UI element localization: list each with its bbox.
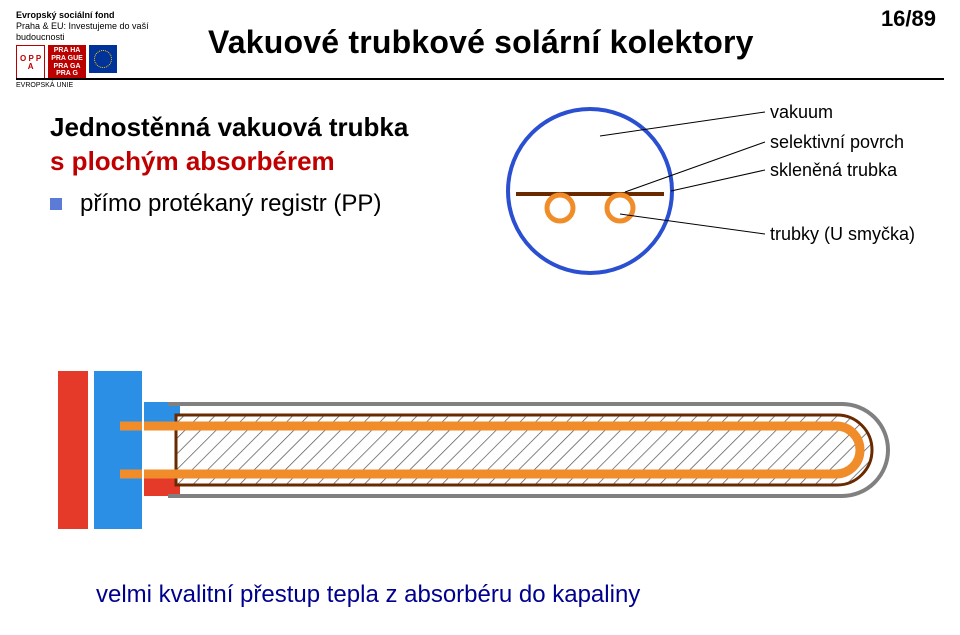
- page-number: 16/89: [881, 6, 936, 32]
- bullet-row: přímo protékaný registr (PP): [50, 190, 381, 218]
- label-vacuum: vakuum: [770, 102, 833, 123]
- side-view-diagram: [58, 370, 918, 550]
- cross-section-diagram: vakuum selektivní povrch skleněná trubka…: [460, 96, 930, 296]
- subtitle-line2: s plochým absorbérem: [50, 146, 335, 177]
- logo-line2: Praha & EU: Investujeme do vaší budoucno…: [16, 21, 186, 43]
- logo-line1: Evropský sociální fond: [16, 10, 186, 21]
- side-view-svg: [58, 370, 918, 550]
- label-tubes: trubky (U smyčka): [770, 224, 915, 245]
- subtitle-line1: Jednostěnná vakuová trubka: [50, 112, 408, 143]
- label-glass: skleněná trubka: [770, 160, 897, 181]
- bullet-text: přímo protékaný registr (PP): [80, 190, 381, 218]
- badge-opp: O P P A: [16, 45, 45, 80]
- logo-badges: O P P A PRA HA PRA GUE PRA GA PRA G: [16, 45, 186, 80]
- eu-caption: EVROPSKÁ UNIE: [16, 82, 186, 90]
- footer-note: velmi kvalitní přestup tepla z absorbéru…: [96, 581, 640, 609]
- title-rule: [16, 78, 944, 80]
- badge-eu-flag: [89, 45, 117, 73]
- label-selective: selektivní povrch: [770, 132, 904, 153]
- bullet-marker-icon: [50, 198, 62, 210]
- page-title: Vakuové trubkové solární kolektory: [208, 24, 754, 61]
- cross-section-svg: [460, 96, 930, 296]
- badge-praha: PRA HA PRA GUE PRA GA PRA G: [48, 45, 86, 80]
